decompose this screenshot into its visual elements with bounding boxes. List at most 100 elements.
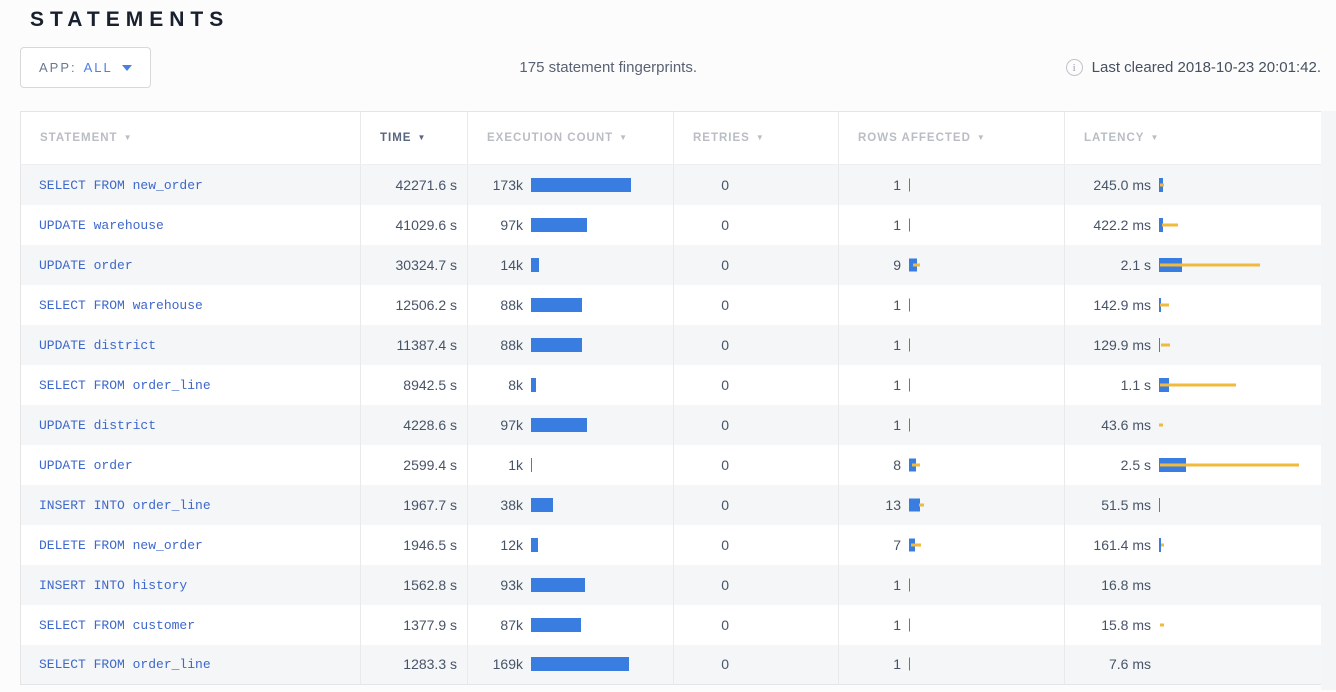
time-cell: 42271.6 s bbox=[360, 164, 468, 205]
latency-bar bbox=[1159, 217, 1321, 233]
statement-cell: UPDATE district bbox=[21, 325, 361, 365]
table-row: INSERT INTO order_line 1967.7 s 38k 0 13 51.5… bbox=[20, 484, 1322, 525]
statement-link[interactable]: DELETE FROM new_order bbox=[39, 537, 203, 553]
rows-affected-value: 1 bbox=[893, 296, 901, 313]
execution-count-bar bbox=[531, 217, 673, 233]
rows-affected-bar bbox=[909, 497, 1064, 513]
time-cell: 1967.7 s bbox=[360, 484, 468, 525]
execution-count-content: 97k bbox=[468, 217, 673, 233]
retries-cell: 0 bbox=[673, 364, 839, 405]
time-cell: 4228.6 s bbox=[360, 404, 468, 445]
statement-link[interactable]: UPDATE district bbox=[39, 417, 157, 433]
statement-link[interactable]: SELECT FROM new_order bbox=[39, 177, 203, 193]
latency-bar bbox=[1159, 377, 1321, 393]
bar-stddev bbox=[1160, 383, 1236, 386]
latency-content: 16.8 ms bbox=[1065, 577, 1321, 593]
statement-link[interactable]: UPDATE district bbox=[39, 337, 157, 353]
column-header-time[interactable]: TIME ▼ bbox=[360, 111, 468, 165]
rows-affected-cell: 1 bbox=[838, 404, 1065, 445]
column-header-execution-count[interactable]: EXECUTION COUNT ▼ bbox=[467, 111, 674, 165]
bar-mean bbox=[531, 297, 582, 312]
rows-affected-value: 1 bbox=[893, 176, 901, 193]
retries-cell: 0 bbox=[673, 484, 839, 525]
rows-affected-cell: 1 bbox=[838, 204, 1065, 245]
table-header: STATEMENT ▼ TIME ▼ EXECUTION COUNT ▼ RETRIES ▼ R… bbox=[20, 111, 1322, 165]
latency-value: 129.9 ms bbox=[1093, 336, 1151, 353]
latency-value: 245.0 ms bbox=[1093, 176, 1151, 193]
rows-affected-content: 7 bbox=[839, 537, 1064, 553]
execution-count-bar bbox=[531, 177, 673, 193]
execution-count-value: 169k bbox=[492, 656, 523, 673]
latency-content: 7.6 ms bbox=[1065, 656, 1321, 672]
column-header-retries[interactable]: RETRIES ▼ bbox=[673, 111, 839, 165]
retries-value: 0 bbox=[721, 216, 729, 233]
rows-affected-content: 9 bbox=[839, 257, 1064, 273]
latency-value: 51.5 ms bbox=[1101, 496, 1151, 513]
retries-content: 0 bbox=[674, 177, 838, 193]
info-icon[interactable]: i bbox=[1065, 59, 1083, 76]
statement-link[interactable]: UPDATE warehouse bbox=[39, 217, 164, 233]
execution-count-content: 8k bbox=[468, 377, 673, 393]
column-header-statement[interactable]: STATEMENT ▼ bbox=[20, 111, 361, 165]
retries-content: 0 bbox=[674, 257, 838, 273]
statement-link[interactable]: SELECT FROM warehouse bbox=[39, 297, 203, 313]
retries-content: 0 bbox=[674, 617, 838, 633]
statement-link[interactable]: INSERT INTO order_line bbox=[39, 497, 211, 513]
statement-link[interactable]: UPDATE order bbox=[39, 457, 133, 473]
latency-cell: 422.2 ms bbox=[1064, 204, 1322, 245]
execution-count-cell: 8k bbox=[467, 364, 674, 405]
statement-link[interactable]: SELECT FROM order_line bbox=[39, 657, 211, 673]
execution-count-cell: 173k bbox=[467, 164, 674, 205]
time-cell: 11387.4 s bbox=[360, 324, 468, 365]
retries-content: 0 bbox=[674, 656, 838, 672]
column-header-rows-affected[interactable]: ROWS AFFECTED ▼ bbox=[838, 111, 1065, 165]
bar-stddev bbox=[912, 463, 920, 466]
table-row: SELECT FROM order_line 8942.5 s 8k 0 1 1.1 s bbox=[21, 364, 1322, 405]
column-header-latency[interactable]: LATENCY ▼ bbox=[1064, 111, 1322, 165]
latency-value: 7.6 ms bbox=[1108, 656, 1151, 673]
statement-link[interactable]: INSERT INTO history bbox=[39, 577, 188, 593]
statement-cell: UPDATE district bbox=[21, 405, 361, 445]
chevron-down-icon bbox=[121, 64, 132, 71]
statement-cell: UPDATE warehouse bbox=[21, 205, 361, 245]
latency-cell: 15.8 ms bbox=[1064, 604, 1322, 645]
column-header-content: LATENCY ▼ bbox=[1065, 132, 1321, 144]
bar-mean bbox=[531, 257, 539, 272]
retries-value: 0 bbox=[721, 536, 729, 553]
bar-stddev bbox=[1161, 343, 1170, 346]
rows-affected-value: 8 bbox=[893, 456, 901, 473]
app-filter-dropdown[interactable]: APP: ALL bbox=[20, 47, 151, 88]
rows-affected-value: 1 bbox=[893, 336, 901, 353]
retries-value: 0 bbox=[721, 656, 729, 673]
rows-affected-content: 1 bbox=[839, 177, 1064, 193]
execution-count-content: 87k bbox=[468, 617, 673, 633]
execution-count-bar bbox=[531, 537, 673, 553]
bar-stddev bbox=[911, 543, 921, 546]
bar-mean bbox=[909, 218, 910, 231]
latency-content: 142.9 ms bbox=[1065, 297, 1321, 313]
retries-value: 0 bbox=[721, 176, 729, 193]
retries-cell: 0 bbox=[673, 204, 839, 245]
rows-affected-cell: 1 bbox=[838, 324, 1065, 365]
execution-count-bar bbox=[531, 617, 673, 633]
latency-content: 51.5 ms bbox=[1065, 497, 1321, 513]
bar-stddev bbox=[1160, 183, 1164, 187]
scrollbar-track[interactable] bbox=[1321, 111, 1336, 690]
latency-bar bbox=[1159, 497, 1321, 513]
bar-mean bbox=[909, 378, 910, 391]
execution-count-cell: 88k bbox=[467, 324, 674, 365]
rows-affected-content: 1 bbox=[839, 297, 1064, 313]
statement-link[interactable]: SELECT FROM customer bbox=[39, 617, 196, 633]
sort-arrow-icon: ▼ bbox=[417, 133, 427, 142]
column-label: ROWS AFFECTED bbox=[858, 132, 971, 144]
statement-link[interactable]: UPDATE order bbox=[39, 257, 133, 273]
statement-link[interactable]: SELECT FROM order_line bbox=[39, 377, 211, 393]
sort-arrow-icon: ▼ bbox=[1150, 133, 1160, 142]
bar-stddev bbox=[1160, 263, 1260, 266]
latency-cell: 161.4 ms bbox=[1064, 524, 1322, 565]
bar-mean bbox=[909, 657, 910, 671]
latency-value: 422.2 ms bbox=[1093, 216, 1151, 233]
retries-value: 0 bbox=[721, 416, 729, 433]
rows-affected-content: 8 bbox=[839, 457, 1064, 473]
execution-count-value: 8k bbox=[508, 376, 523, 393]
